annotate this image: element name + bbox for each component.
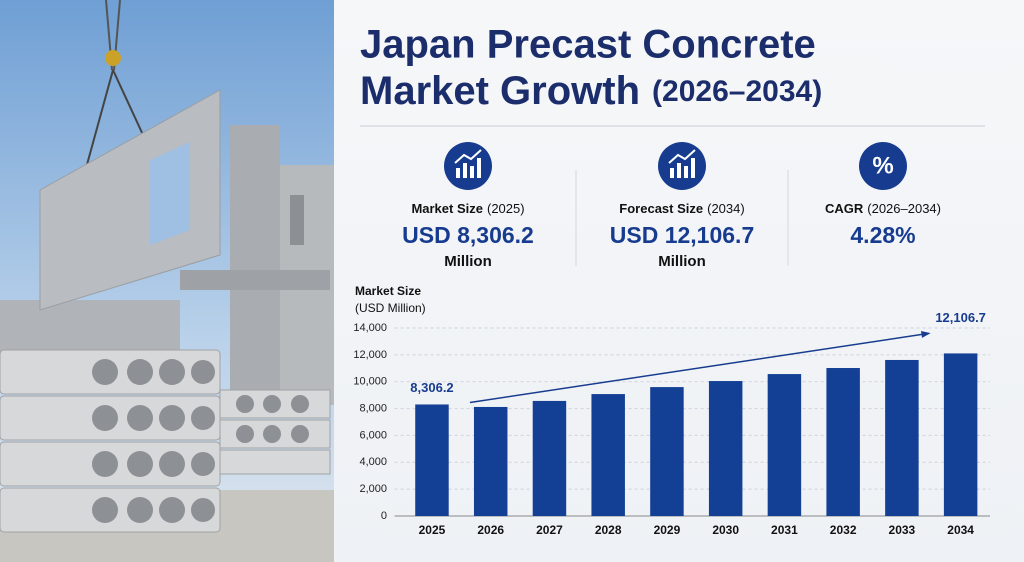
bar bbox=[708, 381, 743, 516]
x-tick-label: 2029 bbox=[654, 523, 681, 537]
x-tick-label: 2032 bbox=[830, 523, 857, 537]
bar bbox=[943, 353, 978, 516]
y-tick-label: 2,000 bbox=[359, 483, 387, 495]
stat-unit: Million bbox=[658, 253, 706, 270]
bar bbox=[826, 368, 860, 516]
percent-icon bbox=[859, 142, 907, 190]
stat-period: (2034) bbox=[707, 201, 745, 216]
x-tick-label: 2025 bbox=[419, 523, 446, 537]
stat-period: (2026–2034) bbox=[867, 201, 941, 216]
value-label: 12,106.7 bbox=[935, 310, 986, 325]
chart: 0 2,000 4,000 6,000 8,000 10,000 12,000 14,000 2… bbox=[353, 310, 990, 537]
x-tick-label: 2030 bbox=[712, 523, 739, 537]
x-tick-label: 2034 bbox=[947, 523, 974, 537]
y-axis-title: Market Size bbox=[355, 284, 421, 298]
stat-period: (2025) bbox=[487, 201, 525, 216]
stat-label: CAGR (2026–2034) bbox=[825, 201, 941, 216]
y-tick-label: 6,000 bbox=[359, 429, 387, 441]
percent-icon-text: % bbox=[872, 152, 893, 179]
bar bbox=[885, 359, 919, 516]
y-axis-unit: (USD Million) bbox=[355, 301, 426, 315]
x-tick-label: 2028 bbox=[595, 523, 622, 537]
stat-label: Market Size bbox=[411, 201, 483, 216]
bar bbox=[415, 404, 449, 516]
trend-arrow bbox=[469, 332, 929, 404]
chart-icon bbox=[658, 142, 706, 190]
title-line: Japan Precast Concrete bbox=[360, 23, 816, 67]
chart-icon bbox=[444, 142, 492, 190]
photo bbox=[0, 0, 334, 562]
bar bbox=[591, 394, 625, 516]
x-tick-label: 2033 bbox=[889, 523, 916, 537]
title-line: Market Growth bbox=[360, 69, 640, 113]
title-line: Market Growth (2026–2034) bbox=[360, 69, 822, 113]
stat-label: CAGR bbox=[825, 201, 864, 216]
bar bbox=[473, 406, 508, 516]
y-tick-label: 10,000 bbox=[353, 376, 387, 388]
x-tick-label: 2027 bbox=[536, 523, 563, 537]
y-tick-label: 14,000 bbox=[353, 322, 387, 334]
stat-label: Market Size (2025) bbox=[411, 201, 524, 216]
y-tick-label: 4,000 bbox=[359, 456, 387, 468]
x-tick-label: 2031 bbox=[771, 523, 798, 537]
y-tick-label: 0 bbox=[381, 510, 387, 522]
trend-arrow-head bbox=[920, 331, 931, 338]
y-tick-label: 12,000 bbox=[353, 349, 387, 361]
bar bbox=[650, 387, 684, 516]
y-tick-label: 8,000 bbox=[359, 402, 387, 414]
stat-value: 4.28% bbox=[850, 222, 915, 248]
bar bbox=[532, 400, 567, 516]
stat-unit: Million bbox=[444, 253, 492, 270]
subtitle: (2026–2034) bbox=[652, 75, 822, 108]
x-tick-label: 2026 bbox=[477, 523, 504, 537]
stat-value: USD 8,306.2 bbox=[402, 222, 534, 248]
stat-value: USD 12,106.7 bbox=[610, 222, 754, 248]
value-label: 8,306.2 bbox=[410, 380, 453, 395]
stat-label: Forecast Size bbox=[619, 201, 703, 216]
stat-label: Forecast Size (2034) bbox=[619, 201, 744, 216]
bar bbox=[767, 374, 802, 516]
